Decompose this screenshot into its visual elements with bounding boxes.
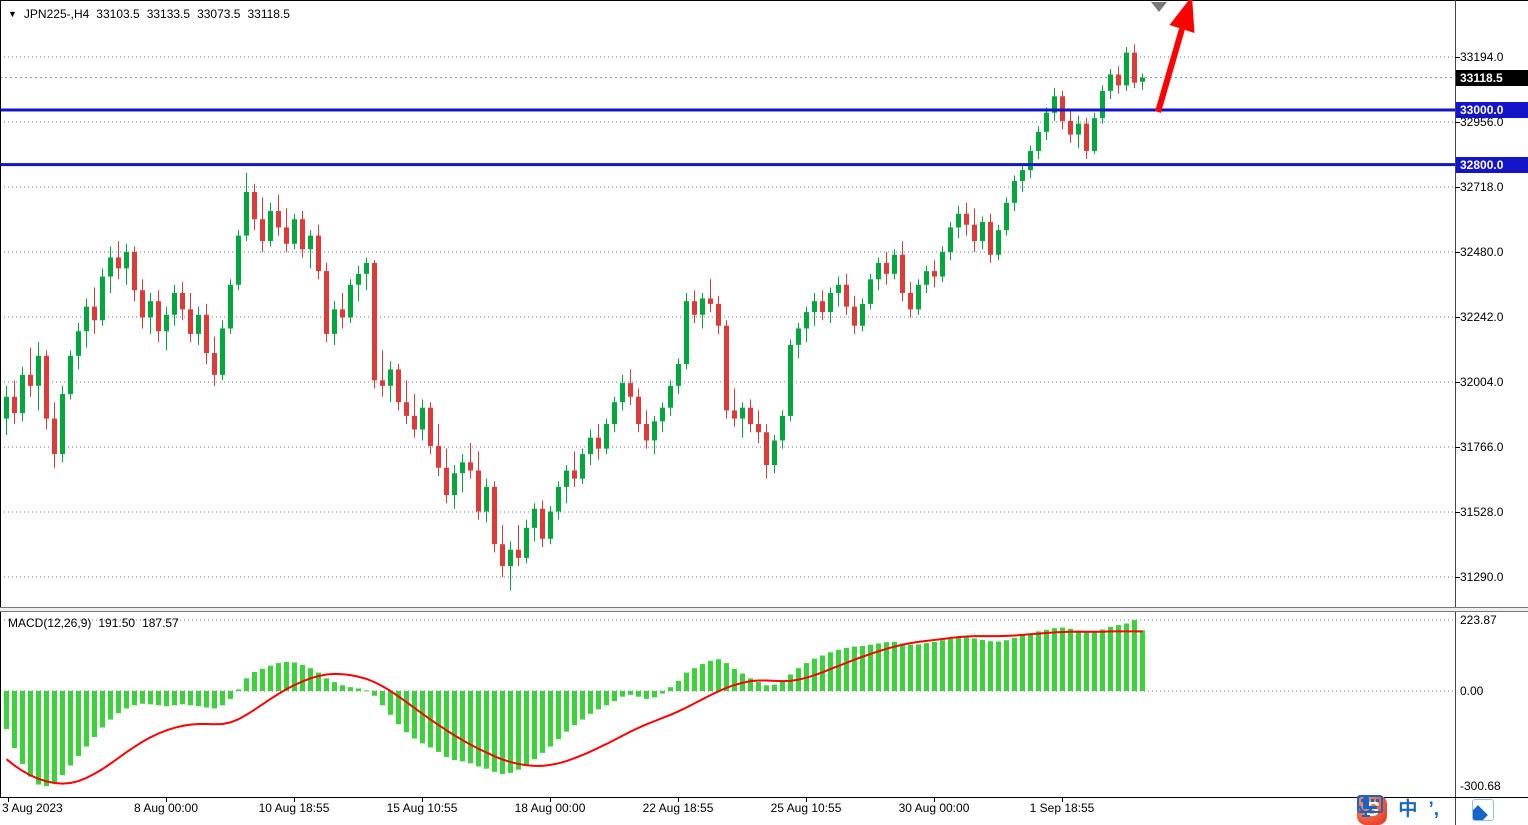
price-axis-label: 32242.0 bbox=[1460, 310, 1504, 324]
price-axis-label: 31290.0 bbox=[1460, 570, 1504, 584]
price-axis-label: 32004.0 bbox=[1460, 375, 1504, 389]
ime-pad-icon[interactable] bbox=[1472, 799, 1494, 821]
macd-scale-label: -300.68 bbox=[1460, 779, 1501, 794]
punctuation-mode-icon[interactable]: ’, bbox=[1428, 799, 1439, 820]
quote-open: 33103.5 bbox=[96, 7, 140, 21]
bid-price-label: 33118.5 bbox=[1456, 69, 1528, 86]
symbol-name: JPN225-,H4 bbox=[23, 7, 90, 21]
macd-signal-value: 187.57 bbox=[142, 616, 179, 630]
price-axis-label: 31528.0 bbox=[1460, 505, 1504, 519]
macd-indicator-label: MACD(12,26,9) 191.50 187.57 bbox=[8, 616, 179, 630]
macd-main-value: 191.50 bbox=[98, 616, 136, 630]
time-axis-label: 22 Aug 18:55 bbox=[642, 801, 714, 815]
hline-price-label: 33000.0 bbox=[1456, 101, 1528, 118]
time-axis-label: 10 Aug 18:55 bbox=[258, 801, 330, 815]
macd-panel bbox=[4, 620, 1145, 787]
chart-menu-icon[interactable]: ▼ bbox=[8, 9, 17, 19]
symbol-header: ▼ JPN225-,H4 33103.5 33133.5 33073.5 331… bbox=[8, 7, 290, 21]
quote-high: 33133.5 bbox=[146, 7, 191, 21]
time-axis-label: 25 Aug 10:55 bbox=[770, 801, 842, 815]
quote-close: 33118.5 bbox=[247, 7, 290, 21]
trend-arrow[interactable] bbox=[1151, 0, 1195, 113]
time-axis-label: 8 Aug 00:00 bbox=[133, 801, 199, 815]
apps-grid-icon[interactable] bbox=[1505, 801, 1524, 820]
object-anchor-icon bbox=[1151, 2, 1167, 12]
price-axis-label: 32480.0 bbox=[1460, 245, 1504, 259]
candles bbox=[4, 44, 1145, 591]
grid-lines bbox=[0, 56, 1455, 692]
price-axis-label: 33194.0 bbox=[1460, 50, 1504, 64]
price-axis-label: 32956.0 bbox=[1460, 115, 1504, 129]
macd-scale-label: 0.00 bbox=[1460, 684, 1484, 698]
macd-name: MACD(12,26,9) bbox=[8, 616, 92, 630]
time-axis-label: 18 Aug 00:00 bbox=[514, 801, 586, 815]
horizontal-support-resistance-lines[interactable] bbox=[0, 108, 1455, 167]
hline-price-label: 32800.0 bbox=[1456, 156, 1528, 173]
macd-scale-label: 223.87 bbox=[1460, 613, 1497, 627]
time-axis-label: 30 Aug 00:00 bbox=[898, 801, 970, 815]
time-axis-label: 1 Sep 18:55 bbox=[1029, 801, 1095, 815]
taskbar: S 中 ’, bbox=[1357, 795, 1524, 825]
quote-low: 33073.5 bbox=[197, 7, 241, 21]
chinese-ime-icon[interactable]: 中 bbox=[1398, 799, 1418, 820]
macd-signal-line bbox=[5, 630, 1143, 785]
price-axis-label: 31766.0 bbox=[1460, 440, 1504, 454]
price-axis-label: 32718.0 bbox=[1460, 180, 1504, 194]
time-axis-label: 3 Aug 2023 bbox=[2, 801, 63, 815]
time-axis-label: 15 Aug 10:55 bbox=[386, 801, 458, 815]
